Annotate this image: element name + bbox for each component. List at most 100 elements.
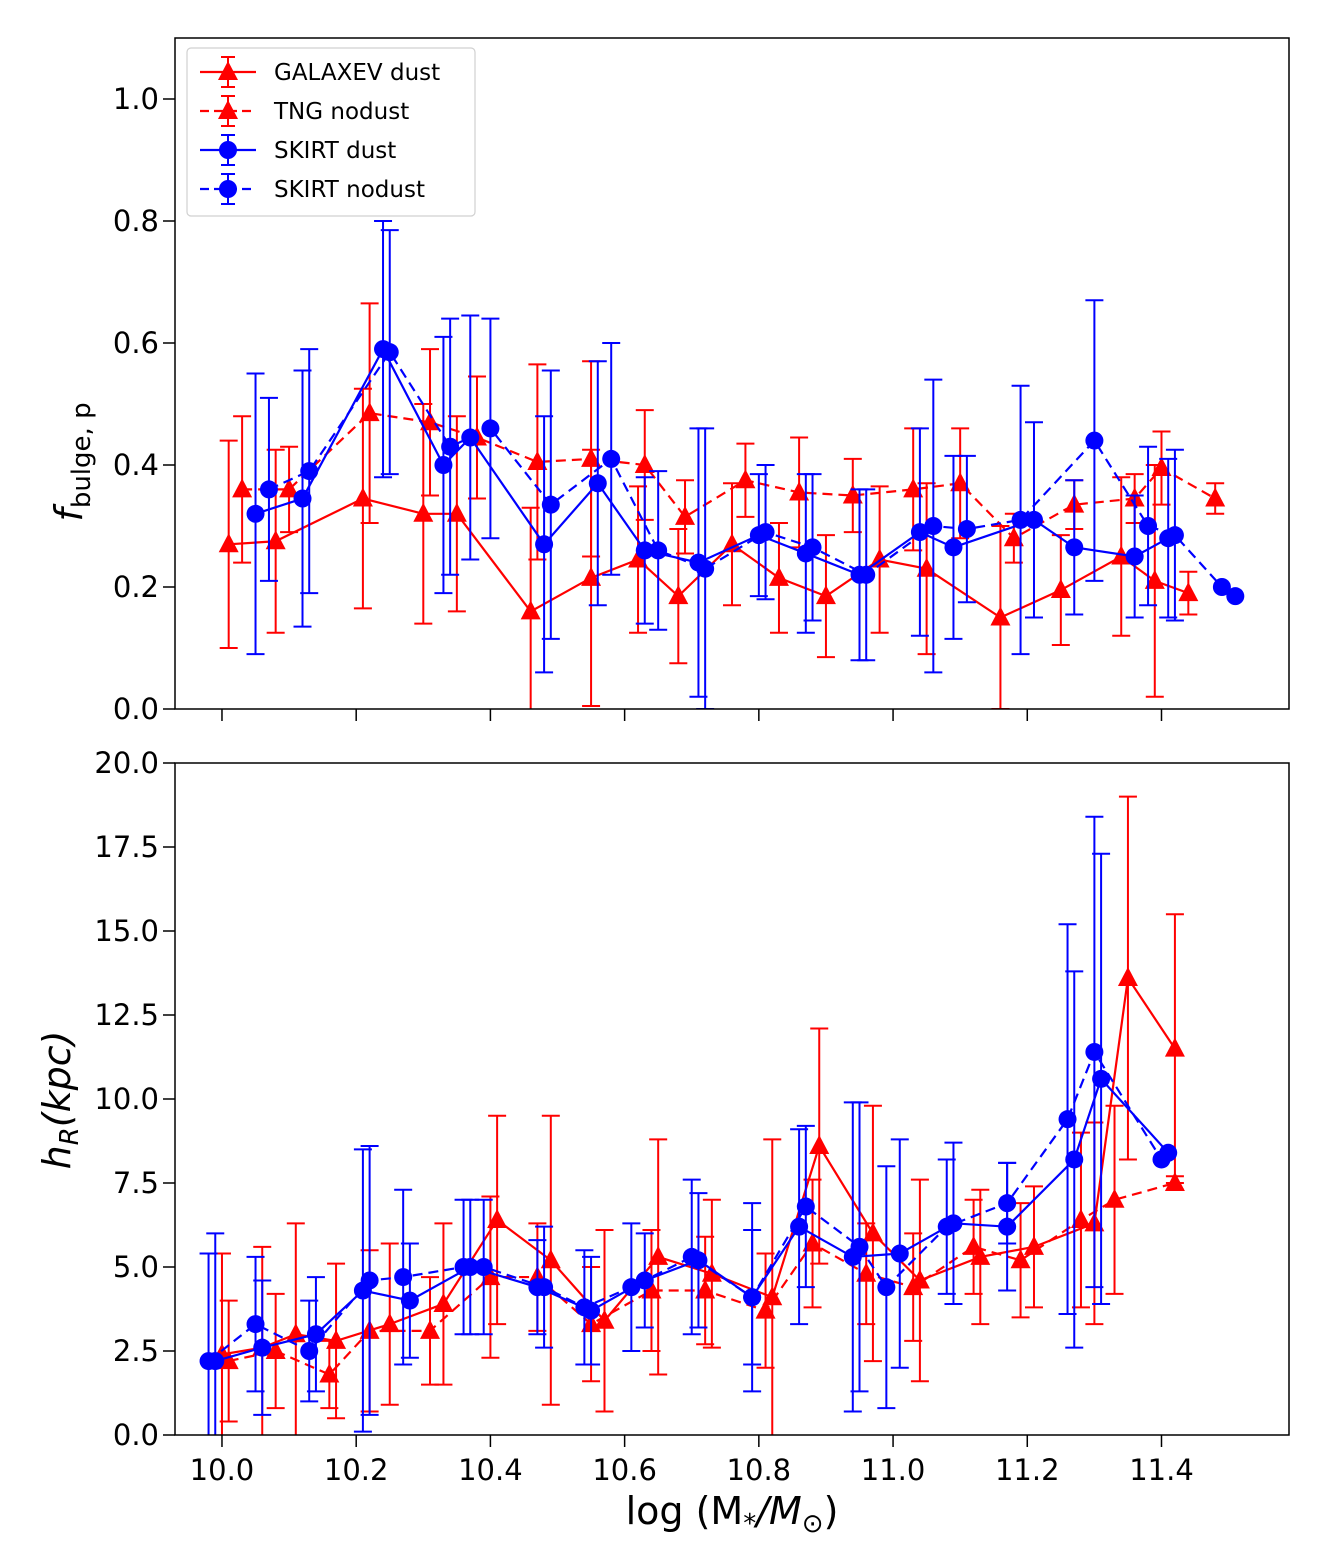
data-point — [1003, 527, 1024, 547]
data-point — [581, 447, 602, 467]
data-point — [1125, 547, 1144, 566]
data-point — [815, 585, 836, 605]
data-point — [1085, 1042, 1104, 1061]
data-point — [527, 450, 548, 470]
series-group — [218, 220, 1245, 709]
data-point — [990, 606, 1011, 626]
data-point — [1139, 517, 1158, 535]
y-tick-label: 0.0 — [113, 692, 159, 726]
bottom-panel: 0.0 2.5 5.0 7.5 10.0 12.5 15.0 17.5 20.0 10.0 10.2… — [35, 746, 1290, 1539]
data-point — [910, 523, 929, 542]
data-point — [796, 1197, 815, 1216]
data-point — [635, 541, 654, 560]
data-point — [735, 469, 756, 489]
data-point — [695, 1279, 716, 1299]
data-point — [232, 478, 253, 498]
data-point — [648, 1245, 669, 1265]
y-tick-label: 0.0 — [113, 1418, 159, 1452]
data-point — [326, 1329, 347, 1349]
data-point — [594, 1309, 615, 1329]
data-point — [1050, 579, 1071, 599]
series-line — [255, 346, 1169, 577]
x-label-part1: log (M — [626, 1489, 744, 1533]
data-point — [1178, 582, 1199, 602]
data-point — [970, 1245, 991, 1265]
y-tick-label: 17.5 — [94, 830, 159, 864]
x-tick-label: 10.4 — [458, 1453, 523, 1487]
data-point — [394, 1268, 413, 1287]
data-point — [877, 1278, 896, 1297]
svg-text:log (M*/M⊙): log (M*/M⊙) — [626, 1489, 839, 1539]
data-point — [218, 533, 239, 553]
y-tick-label: 7.5 — [113, 1166, 159, 1200]
legend-item: SKIRT nodust — [200, 173, 425, 205]
data-point — [446, 502, 467, 522]
data-point — [1144, 569, 1165, 589]
y-tick-label: 2.5 — [113, 1334, 159, 1368]
y-tick-label: 0.8 — [113, 204, 159, 238]
bottom-axes-frame — [174, 762, 1290, 1436]
data-point — [1117, 967, 1138, 987]
data-point — [218, 1350, 239, 1370]
data-point — [535, 1278, 554, 1297]
data-point — [481, 419, 500, 438]
data-point — [360, 1271, 379, 1290]
x-tick-label: 10.2 — [324, 1453, 389, 1487]
y-tick-label: 5.0 — [113, 1250, 159, 1284]
data-point — [380, 343, 399, 362]
data-point — [540, 1249, 561, 1269]
data-point — [265, 530, 286, 550]
data-point — [950, 472, 971, 492]
data-point — [857, 565, 876, 584]
data-point — [480, 1266, 501, 1286]
data-point — [300, 1342, 319, 1360]
legend-label: GALAXEV dust — [274, 60, 440, 86]
data-point — [743, 1288, 762, 1307]
data-point — [520, 600, 541, 620]
data-point — [850, 1237, 869, 1256]
bottom-y-label-main: h — [35, 1145, 79, 1169]
series-galaxev-dust — [218, 387, 1199, 709]
data-point — [293, 489, 312, 508]
data-point — [649, 541, 668, 560]
series-line — [207, 1049, 1163, 1362]
data-point — [756, 523, 775, 542]
data-point — [420, 1319, 441, 1339]
data-point — [998, 1194, 1017, 1213]
data-point — [862, 1222, 883, 1242]
data-point — [722, 533, 742, 553]
data-point — [675, 505, 696, 525]
data-point — [581, 566, 602, 586]
bottom-axis-ticks: 0.0 2.5 5.0 7.5 10.0 12.5 15.0 17.5 20.0 10.0 10.2… — [94, 746, 1193, 1487]
data-point — [622, 1278, 641, 1297]
data-point — [253, 1338, 272, 1357]
data-point — [1151, 457, 1172, 477]
data-point — [668, 585, 689, 605]
y-tick-label: 12.5 — [94, 998, 159, 1032]
data-point — [1164, 1037, 1185, 1057]
legend-marker — [218, 100, 238, 119]
data-point — [319, 1363, 340, 1383]
data-point — [1164, 1172, 1185, 1191]
data-point — [842, 484, 863, 504]
data-point — [809, 1135, 830, 1155]
legend-frame — [186, 47, 476, 217]
series-skirt-nodust — [259, 229, 1245, 709]
data-point — [1058, 1110, 1077, 1129]
legend-item: TNG nodust — [200, 95, 409, 127]
series-galaxev-dust — [211, 795, 1185, 1435]
data-point — [199, 1352, 218, 1371]
data-point — [890, 1244, 909, 1263]
data-point — [701, 1262, 722, 1282]
legend-item: SKIRT dust — [200, 134, 396, 166]
data-point — [420, 411, 441, 431]
data-point — [856, 1262, 877, 1282]
legend-marker — [218, 61, 238, 80]
data-point — [1165, 526, 1184, 545]
data-point — [755, 1299, 776, 1319]
bottom-y-axis-label: hR(kpc) — [35, 1031, 85, 1170]
data-point — [1023, 1235, 1044, 1255]
bottom-plot-area — [199, 795, 1185, 1435]
data-point — [1212, 578, 1231, 596]
